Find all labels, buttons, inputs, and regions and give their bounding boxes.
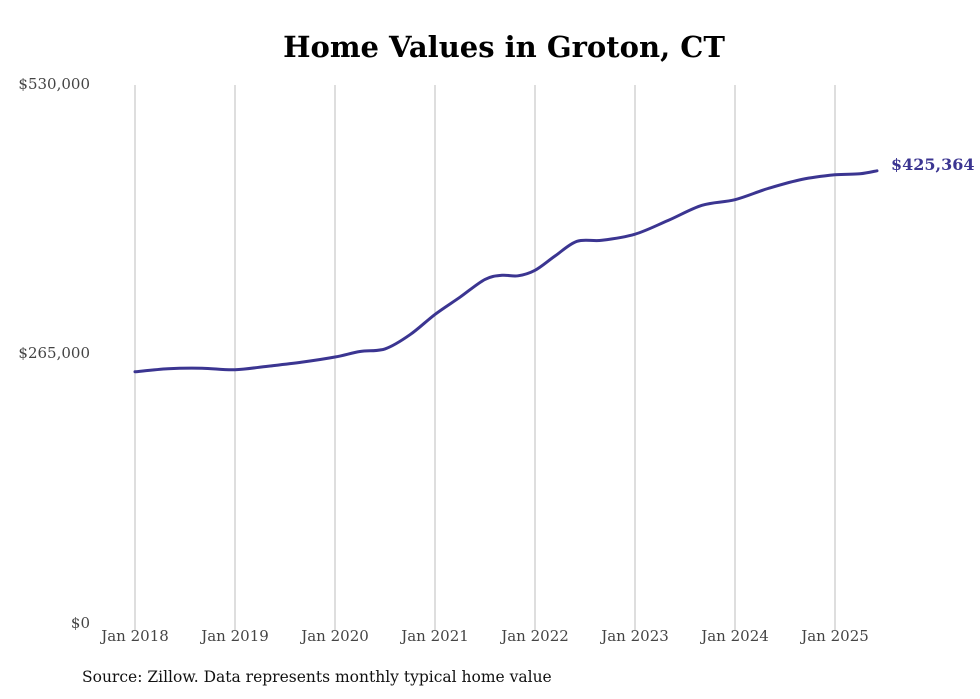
series-line bbox=[133, 169, 879, 374]
x-tick-label: Jan 2022 bbox=[499, 627, 569, 645]
x-tick-label: Jan 2021 bbox=[399, 627, 469, 645]
series-end-label: $425,364 bbox=[891, 155, 975, 174]
series-layer: $425,364 bbox=[133, 155, 975, 374]
x-tick-label: Jan 2020 bbox=[299, 627, 369, 645]
gridlines bbox=[134, 85, 836, 631]
x-tick-label: Jan 2019 bbox=[199, 627, 269, 645]
x-tick-label: Jan 2025 bbox=[799, 627, 869, 645]
chart-title: Home Values in Groton, CT bbox=[283, 30, 725, 64]
x-tick-label: Jan 2018 bbox=[99, 627, 169, 645]
y-tick-label: $530,000 bbox=[18, 75, 90, 93]
y-axis-ticks: $0 $265,000 $530,000 bbox=[18, 75, 90, 632]
source-note: Source: Zillow. Data represents monthly … bbox=[82, 668, 552, 686]
y-tick-label: $0 bbox=[71, 614, 90, 632]
x-axis-ticks: Jan 2018 Jan 2019 Jan 2020 Jan 2021 Jan 2022… bbox=[99, 627, 869, 645]
y-tick-label: $265,000 bbox=[18, 344, 90, 362]
x-tick-label: Jan 2024 bbox=[699, 627, 769, 645]
x-tick-label: Jan 2023 bbox=[599, 627, 669, 645]
